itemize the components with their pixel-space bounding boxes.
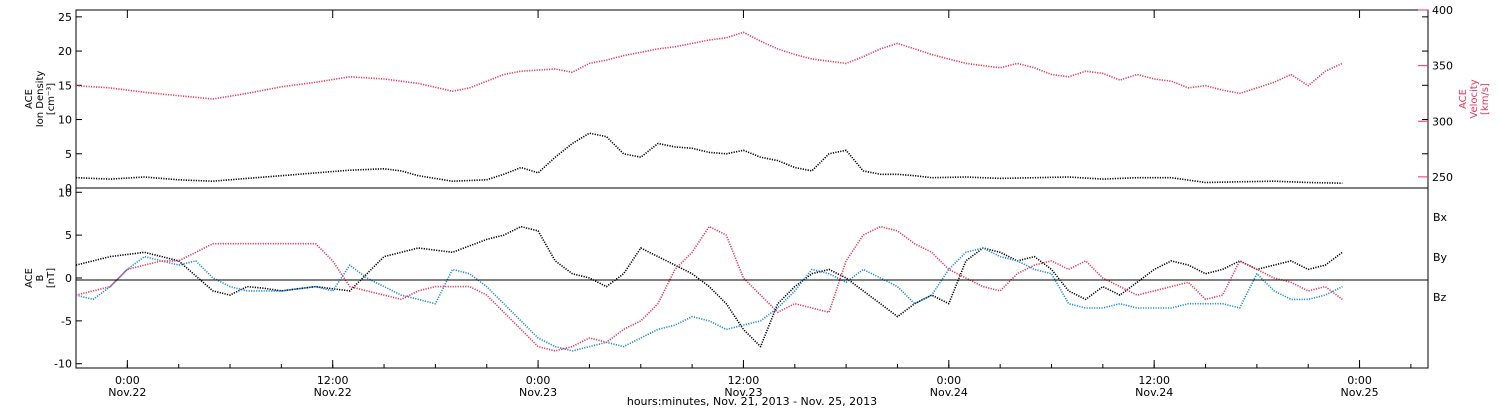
bottom-left-tick-label: 5 <box>65 229 72 242</box>
x-tick-time-label: 0:00 <box>526 374 551 387</box>
x-tick-date-label: Nov.22 <box>108 386 146 399</box>
top-left-axis-title-line2: Ion Density <box>35 71 46 128</box>
x-tick-time-label: 0:00 <box>936 374 961 387</box>
x-tick-date-label: Nov.23 <box>519 386 557 399</box>
top-right-axis-title-line2: Velocity <box>1469 79 1480 118</box>
bottom-left-tick-label: 0 <box>65 272 72 285</box>
top-left-tick-label: 5 <box>65 148 72 161</box>
bottom-left-axis-title-line1: ACE <box>24 268 35 288</box>
top-left-axis: 0 5 10 15 20 25 <box>58 11 1428 195</box>
top-panel-frame <box>75 9 1429 189</box>
x-tick-date-label: Nov.22 <box>314 386 352 399</box>
bottom-series-group <box>75 225 1343 352</box>
top-right-tick-label: 350 <box>1432 60 1453 73</box>
x-axis: 0:00Nov.2212:00Nov.220:00Nov.2312:00Nov.… <box>75 10 1412 399</box>
bottom-panel-frame <box>75 187 1429 369</box>
x-tick-time-label: 12:00 <box>728 374 760 387</box>
series-bx <box>75 225 1343 348</box>
top-right-tick-label: 250 <box>1432 171 1453 184</box>
x-tick-time-label: 12:00 <box>1138 374 1170 387</box>
top-left-axis-title-line3: [cm⁻³] <box>46 83 57 115</box>
bottom-left-axis-title: ACE B [nT] <box>24 268 57 288</box>
x-tick-date-label: Nov.24 <box>930 386 968 399</box>
top-panel: 0 5 10 15 20 25 250 300 350 400 ACE Ion Density … <box>24 4 1491 195</box>
top-left-tick-label: 15 <box>58 79 72 92</box>
x-axis-title: hours:minutes, Nov. 21, 2013 - Nov. 25, … <box>627 395 877 408</box>
bottom-left-tick-label: 10 <box>58 186 72 199</box>
legend-bz: Bz <box>1433 291 1447 304</box>
bottom-left-tick-label: -10 <box>54 358 72 371</box>
top-right-axis-title-line1: ACE <box>1458 89 1469 109</box>
legend-by: By <box>1433 251 1448 264</box>
top-left-tick-label: 25 <box>58 11 72 24</box>
bottom-panel: -10 -5 0 5 10 ACE B [nT] Bx By Bz <box>24 186 1448 370</box>
top-right-axis-title-line3: [km/s] <box>1480 83 1491 115</box>
x-tick-date-label: Nov.24 <box>1135 386 1173 399</box>
series-by <box>75 247 1343 352</box>
top-left-tick-label: 10 <box>58 114 72 127</box>
top-series-group <box>75 31 1343 184</box>
top-left-tick-label: 20 <box>58 45 72 58</box>
series-bz <box>75 225 1343 352</box>
series-ion-density <box>75 132 1343 184</box>
series-velocity <box>75 31 1343 100</box>
top-right-axis: 250 300 350 400 <box>1418 4 1453 184</box>
bottom-left-axis-title-line2: B <box>35 274 46 281</box>
top-left-tick-label: 0 <box>65 182 72 195</box>
x-tick-time-label: 0:00 <box>1347 374 1372 387</box>
bottom-left-axis: -10 -5 0 5 10 <box>54 186 82 371</box>
bottom-left-axis-title-line3: [nT] <box>46 268 57 288</box>
top-left-axis-title-line1: ACE <box>24 89 35 109</box>
x-tick-time-label: 0:00 <box>115 374 140 387</box>
x-tick-date-label: Nov.23 <box>724 386 762 399</box>
x-tick-time-label: 12:00 <box>317 374 349 387</box>
legend-bx: Bx <box>1433 211 1448 224</box>
top-right-tick-label: 400 <box>1432 4 1453 17</box>
top-right-tick-label: 300 <box>1432 115 1453 128</box>
top-right-axis-title: ACE Velocity [km/s] <box>1458 79 1491 118</box>
bottom-left-tick-label: -5 <box>61 315 72 328</box>
top-left-axis-title: ACE Ion Density [cm⁻³] <box>24 71 57 128</box>
x-tick-date-label: Nov.25 <box>1340 386 1378 399</box>
